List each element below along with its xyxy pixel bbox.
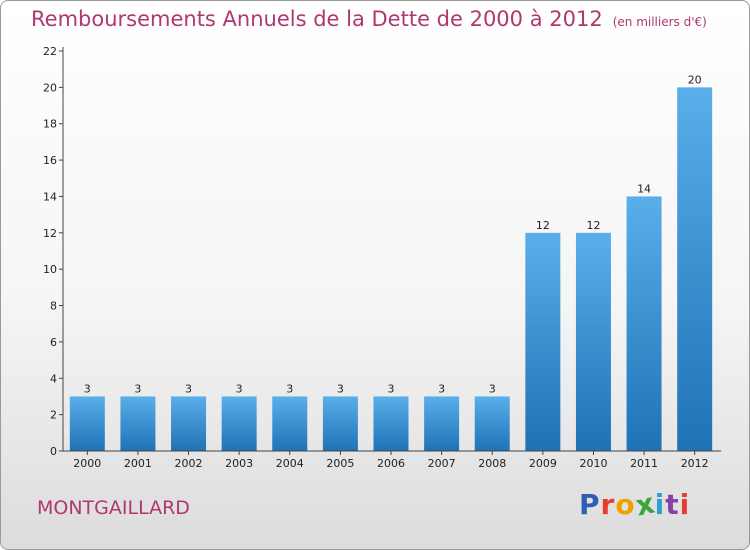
bar-2003 (221, 396, 257, 451)
x-tick-label-2001: 2001 (124, 457, 152, 470)
x-tick-label-2005: 2005 (326, 457, 354, 470)
bar-2001 (120, 396, 156, 451)
bar-2000 (69, 396, 105, 451)
x-tick-label-2000: 2000 (73, 457, 101, 470)
bar-2005 (322, 396, 358, 451)
data-label-2003: 3 (236, 382, 243, 395)
logo-letter: i (654, 488, 666, 521)
y-tick-label-2: 2 (50, 409, 57, 422)
y-tick-label-18: 18 (43, 118, 57, 131)
x-tick-label-2008: 2008 (478, 457, 506, 470)
bar-series: 3 3 3 3 3 3 3 3 3 12 12 14 20 (69, 73, 713, 451)
bar-2010 (575, 232, 611, 451)
data-label-2007: 3 (438, 382, 445, 395)
data-label-2005: 3 (337, 382, 344, 395)
y-tick-label-0: 0 (50, 445, 57, 458)
bar-2009 (525, 232, 561, 451)
logo-letter: P (579, 488, 601, 521)
y-tick-label-14: 14 (43, 190, 57, 203)
x-tick-label-2007: 2007 (428, 457, 456, 470)
x-tick-label-2009: 2009 (529, 457, 557, 470)
x-tick-label-2012: 2012 (681, 457, 709, 470)
x-tick-label-2006: 2006 (377, 457, 405, 470)
x-tick-label-2003: 2003 (225, 457, 253, 470)
x-tick-label-2011: 2011 (630, 457, 658, 470)
data-label-2008: 3 (489, 382, 496, 395)
logo-letter: r (600, 488, 616, 521)
axes: 2000 2001 2002 2003 2004 2005 2006 2007 2008 2009… (43, 45, 721, 470)
y-tick-label-20: 20 (43, 81, 57, 94)
x-tick-label-2010: 2010 (579, 457, 607, 470)
bar-2002 (171, 396, 207, 451)
logo-letter: i (679, 488, 691, 521)
data-label-2009: 12 (536, 219, 550, 232)
data-label-2010: 12 (586, 219, 600, 232)
bar-2006 (373, 396, 409, 451)
bar-2004 (272, 396, 308, 451)
chart-subtitle: (en milliers d'€) (612, 15, 707, 29)
bar-2008 (474, 396, 510, 451)
x-tick-label-2004: 2004 (276, 457, 304, 470)
data-label-2001: 3 (134, 382, 141, 395)
bar-2011 (626, 196, 662, 451)
logo-letter: t (665, 488, 680, 521)
chart-title-text: Remboursements Annuels de la Dette de 20… (31, 7, 603, 31)
y-tick-label-10: 10 (43, 263, 57, 276)
y-tick-label-4: 4 (50, 372, 57, 385)
y-tick-label-16: 16 (43, 154, 57, 167)
data-label-2004: 3 (286, 382, 293, 395)
y-tick-label-6: 6 (50, 336, 57, 349)
x-tick-label-2002: 2002 (175, 457, 203, 470)
proxiti-logo: Proxiti (579, 486, 691, 522)
data-label-2000: 3 (84, 382, 91, 395)
data-label-2002: 3 (185, 382, 192, 395)
chart-title: Remboursements Annuels de la Dette de 20… (31, 7, 707, 31)
commune-name: MONTGAILLARD (37, 497, 190, 519)
bar-2007 (424, 396, 460, 451)
data-label-2006: 3 (388, 382, 395, 395)
y-tick-label-12: 12 (43, 227, 57, 240)
data-label-2012: 20 (688, 73, 702, 86)
logo-letter: o (615, 488, 636, 521)
y-tick-label-8: 8 (50, 300, 57, 313)
y-tick-label-22: 22 (43, 45, 57, 58)
data-label-2011: 14 (637, 182, 651, 195)
bar-2012 (677, 87, 713, 451)
